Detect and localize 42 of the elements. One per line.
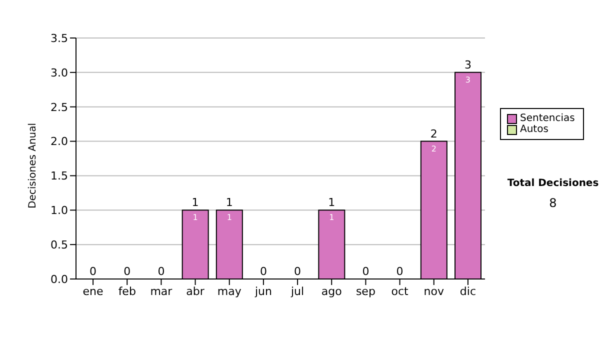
total-label: 3: [464, 58, 472, 72]
x-tick-label: oct: [391, 284, 410, 298]
data-label: 1: [226, 213, 232, 222]
total-label: 0: [362, 265, 370, 278]
x-tick-label: sep: [356, 284, 376, 298]
y-tick-label: 3.0: [50, 66, 68, 80]
y-tick-label: 2.0: [50, 135, 68, 148]
x-tick-label: mar: [150, 284, 173, 298]
x-tick-label: ene: [82, 284, 104, 298]
x-tick-label: dic: [460, 284, 476, 298]
total-label: 0: [260, 265, 267, 278]
total-label: 1: [226, 196, 233, 210]
text: 8: [548, 196, 558, 210]
total-label: 2: [430, 127, 438, 140]
data-label: 1: [192, 213, 198, 222]
total-label: 0: [396, 265, 404, 278]
total-label: 0: [294, 265, 302, 278]
y-tick-label: 1.0: [50, 204, 68, 218]
x-tick-label: jul: [290, 284, 304, 298]
x-tick-label: nov: [424, 284, 444, 298]
x-tick-label: may: [217, 284, 242, 298]
x-tick-label: feb: [118, 284, 136, 298]
legend-label: Autos: [520, 124, 548, 135]
text: Total Decisiones: [506, 178, 600, 189]
data-label: 1: [329, 213, 334, 222]
y-tick-label: 1.5: [50, 170, 68, 183]
y-tick-label: 0.0: [50, 272, 68, 286]
data-label: 3: [465, 75, 471, 84]
x-tick-label: jun: [254, 284, 272, 298]
total-label: 0: [90, 265, 97, 278]
y-tick-label: 3.5: [50, 32, 68, 45]
legend-label: Sentencias: [520, 113, 575, 124]
data-label: 2: [431, 144, 436, 154]
x-tick-label: abr: [186, 284, 205, 298]
y-tick-label: 0.5: [50, 238, 68, 252]
total-label: 0: [124, 265, 131, 278]
total-label: 1: [192, 196, 199, 210]
y-tick-label: 2.5: [50, 100, 68, 114]
total-label: 1: [328, 196, 336, 210]
total-label: 0: [158, 265, 165, 278]
x-tick-label: ago: [321, 284, 342, 298]
y-axis-title: Decisiones Anual: [28, 122, 39, 208]
